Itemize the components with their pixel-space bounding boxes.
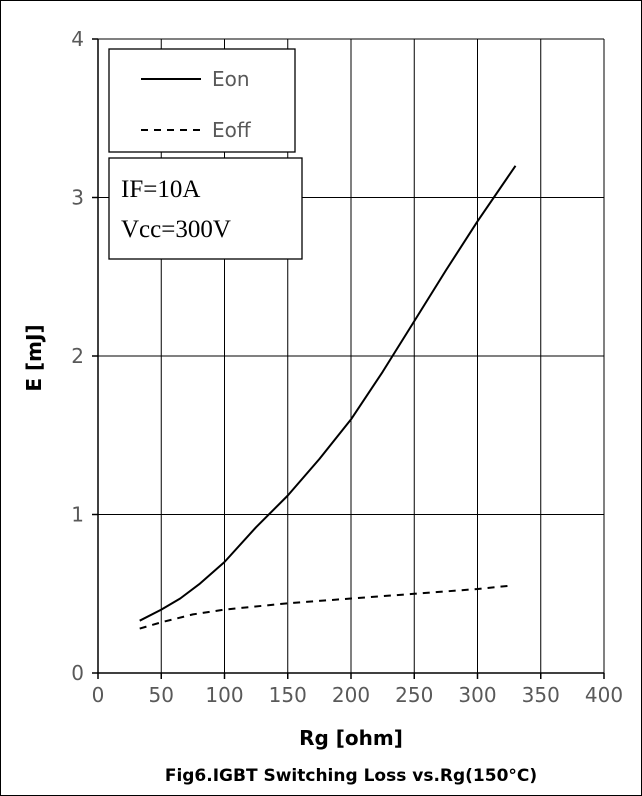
x-tick-label: 400	[585, 683, 623, 707]
series-line-eon	[139, 165, 517, 622]
x-tick-label: 300	[458, 683, 496, 707]
x-tick-label: 150	[269, 683, 307, 707]
y-tick-label: 4	[71, 27, 84, 51]
y-tick-label: 2	[71, 344, 84, 368]
legend: Eon Eoff	[108, 48, 296, 153]
x-tick-label: 100	[205, 683, 243, 707]
legend-box	[108, 48, 296, 153]
x-tick-label: 200	[332, 683, 370, 707]
figure-caption: Fig6.IGBT Switching Loss vs.Rg(150°C)	[165, 766, 537, 786]
conditions-box-border	[108, 157, 303, 260]
y-tick-label: 1	[71, 503, 84, 527]
x-tick-label: 0	[92, 683, 105, 707]
x-tick-label: 50	[149, 683, 174, 707]
x-tick-label: 350	[522, 683, 560, 707]
conditions-box: IF=10A Vcc=300V	[108, 157, 303, 260]
legend-eoff-label: Eoff	[212, 118, 252, 142]
axes: 0 50 100 150 200 250 300 350 400 0 1 2 3 4	[71, 27, 623, 707]
y-tick-label: 3	[71, 186, 84, 210]
legend-eon-label: Eon	[212, 67, 250, 91]
condition-vcc: Vcc=300V	[121, 216, 231, 243]
x-tick-label: 250	[395, 683, 433, 707]
series-layer	[139, 165, 517, 630]
y-axis-title: E [mJ]	[22, 324, 46, 391]
x-axis-title: Rg [ohm]	[299, 726, 403, 750]
condition-if: IF=10A	[121, 176, 200, 203]
series-line-eoff	[139, 584, 510, 630]
y-tick-label: 0	[71, 661, 84, 685]
